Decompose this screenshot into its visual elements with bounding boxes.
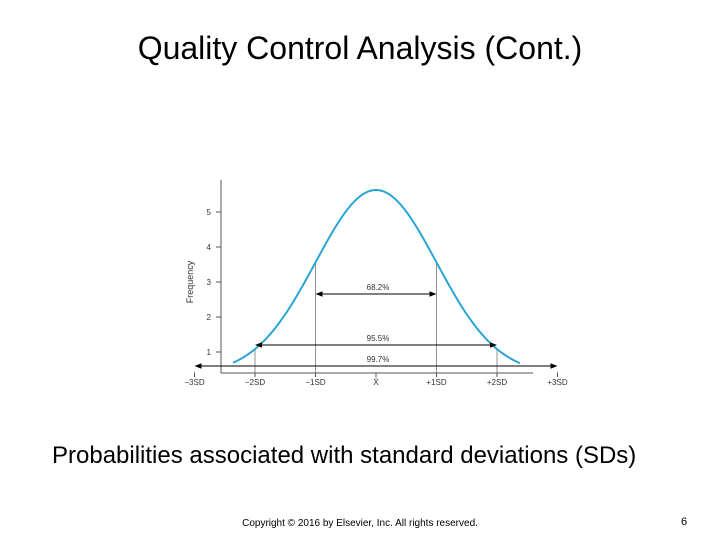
y-axis-label: Frequency [185,260,195,303]
bell-curve [232,188,521,365]
x-tick-label: +3SD [547,378,567,387]
axes [220,180,533,374]
figure-caption: Probabilities associated with standard d… [52,442,637,469]
y-tick-label: 1 [207,348,212,357]
range-arrowhead-right [490,342,497,348]
copyright-notice: Copyright © 2016 by Elsevier, Inc. All r… [242,518,478,529]
y-tick-label: 3 [207,278,212,287]
x-tick-label: −2SD [245,378,265,387]
y-tick-label: 4 [207,243,212,252]
range-arrowhead-left [315,291,323,297]
range-arrowhead-left [194,363,202,369]
x-tick-label: X̄ [373,378,379,387]
range-arrowhead-right [429,291,437,297]
x-tick-label: +1SD [426,378,446,387]
x-tick-label: −1SD [305,378,325,387]
slide-title: Quality Control Analysis (Cont.) [137,30,583,66]
slide-number: 6 [681,516,688,528]
range-label: 99.7% [367,355,390,364]
range-arrowhead-left [255,342,262,348]
y-ticks: 1 2 3 4 5 [207,208,221,357]
range-arrowhead-right [550,363,558,369]
probability-ranges: 68.2% 95.5% 99.7% [194,283,558,369]
range-label: 95.5% [367,334,390,343]
y-tick-label: 2 [207,313,212,322]
x-tick-label: +2SD [487,378,507,387]
x-tick-label: −3SD [184,378,204,387]
y-tick-label: 5 [207,208,212,217]
x-ticks: −3SD −2SD −1SD X̄ +1SD +2SD +3SD [184,373,568,387]
sd-vertical-lines [194,262,558,373]
range-label: 68.2% [367,283,390,292]
